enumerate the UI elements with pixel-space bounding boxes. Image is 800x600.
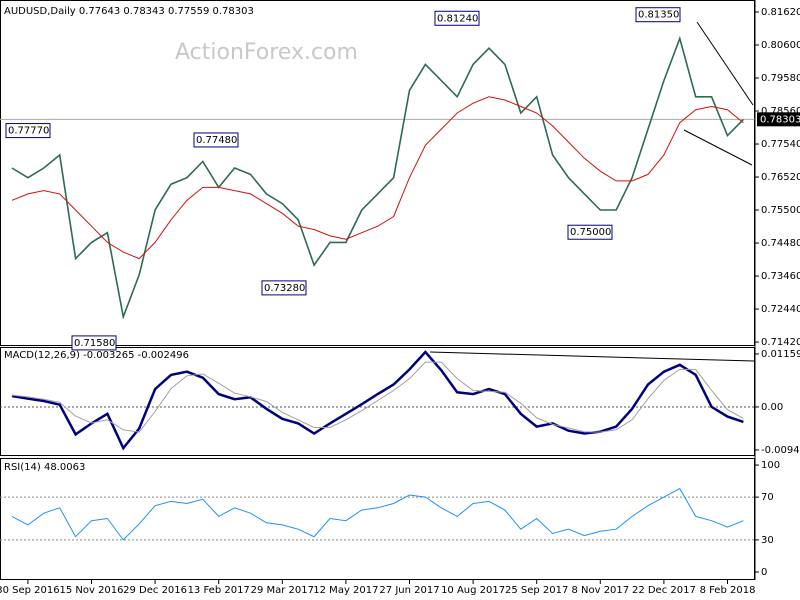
y-tick-label: 0.81620 [761, 7, 800, 18]
y-tick-label: 0.78560 [761, 106, 800, 117]
y-tick-label: 30 [761, 535, 774, 546]
x-tick-label: 30 Sep 2016 [0, 585, 60, 596]
annotation: 0.77770 [8, 126, 49, 137]
y-tick-label: 0.00 [761, 402, 783, 413]
x-tick-label: 15 Nov 2016 [59, 585, 123, 596]
x-tick-label: 12 May 2017 [313, 585, 378, 596]
annotation: 0.81240 [437, 13, 478, 24]
macd-panel [0, 347, 755, 456]
y-tick-label: 100 [761, 460, 780, 471]
trendline [696, 21, 754, 106]
y-tick-label: 0.74480 [761, 238, 800, 249]
x-tick-label: 25 Sep 2017 [505, 585, 568, 596]
trendline [429, 351, 755, 362]
annotation-box [193, 132, 239, 148]
annotation-box [71, 335, 117, 351]
y-tick-label: 70 [761, 492, 774, 503]
y-tick-label: 0.76520 [761, 172, 800, 183]
x-tick-label: 29 Dec 2016 [123, 585, 187, 596]
price-panel [0, 0, 755, 346]
y-tick-label: 0.72440 [761, 304, 800, 315]
annotation-box [635, 7, 681, 23]
y-tick-label: 0.73460 [761, 271, 800, 282]
series-line [11, 35, 744, 320]
y-tick-label: 0.75500 [761, 205, 800, 216]
x-tick-label: 29 Mar 2017 [251, 585, 314, 596]
watermark: ActionForex.com [175, 40, 358, 65]
x-tick-label: 8 Nov 2017 [571, 585, 629, 596]
annotation-box [261, 280, 307, 296]
x-tick-label: 8 Feb 2018 [700, 585, 756, 596]
annotation: 0.77480 [196, 135, 237, 146]
rsi-panel [0, 458, 755, 580]
x-tick-label: 22 Dec 2017 [632, 585, 696, 596]
y-tick-label: 0.79580 [761, 73, 800, 84]
annotation: 0.75000 [570, 227, 611, 238]
trendline [683, 129, 753, 166]
x-tick-label: 10 Aug 2017 [441, 585, 505, 596]
chart-title: AUDUSD,Daily 0.77643 0.78343 0.77559 0.7… [4, 6, 254, 17]
y-tick-label: -0.00940 [761, 445, 800, 456]
series-line [11, 487, 744, 541]
series-line [11, 361, 744, 433]
annotation: 0.71580 [74, 338, 115, 349]
y-tick-label: 0 [761, 567, 767, 578]
annotation: 0.73280 [264, 283, 305, 294]
last-price-box [757, 112, 800, 127]
last-price-label: 0.78303 [760, 114, 800, 125]
x-tick-label: 27 Jun 2017 [379, 585, 439, 596]
rsi-title: RSI(14) 48.0063 [4, 462, 85, 473]
y-tick-label: 0.77540 [761, 139, 800, 150]
annotation-box [434, 10, 480, 26]
macd-title: MACD(12,26,9) -0.003265 -0.002496 [4, 350, 189, 361]
annotation-box [567, 224, 613, 240]
series-line [11, 350, 744, 451]
y-tick-label: 0.80600 [761, 40, 800, 51]
annotation: 0.81350 [638, 10, 679, 21]
y-tick-label: 0.01159 [761, 349, 800, 360]
y-tick-label: 0.71420 [761, 337, 800, 348]
series-line [11, 96, 744, 260]
x-tick-label: 13 Feb 2017 [188, 585, 250, 596]
annotation-box [5, 123, 51, 139]
